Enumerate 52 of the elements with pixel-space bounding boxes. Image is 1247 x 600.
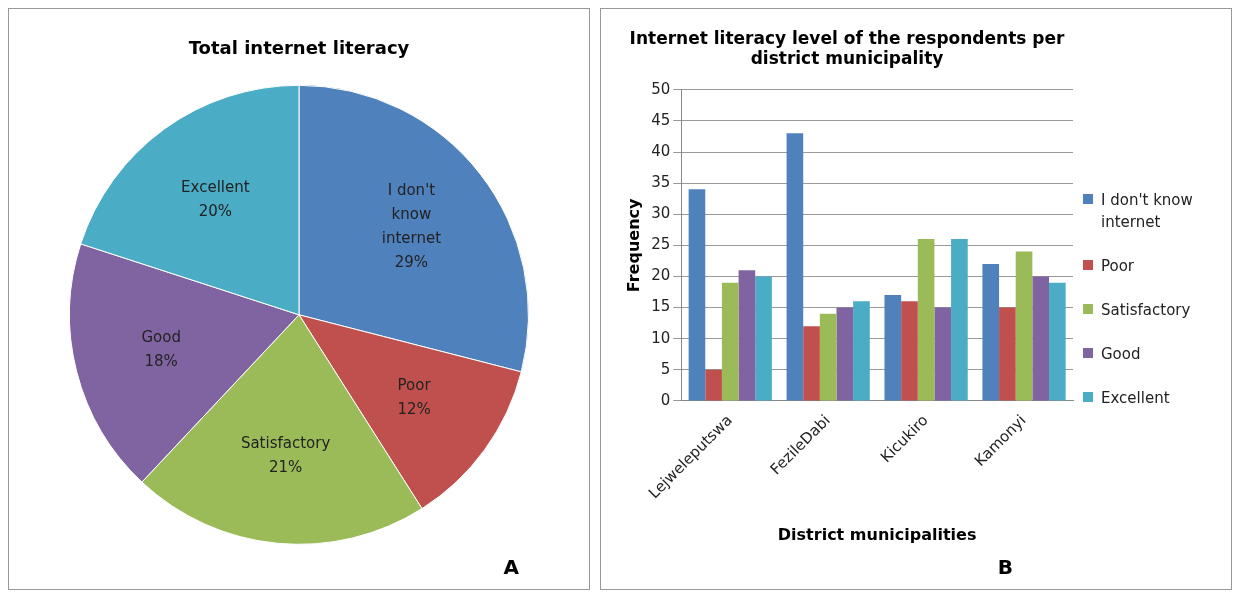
data-label: 29% <box>394 253 429 272</box>
y-tick-label: 0 <box>660 390 671 409</box>
data-label: 20% <box>198 201 233 220</box>
text: A <box>503 555 520 580</box>
text: B <box>997 555 1013 580</box>
bar <box>1015 251 1033 401</box>
y-tick-label: 50 <box>651 79 671 98</box>
bar <box>738 270 756 401</box>
y-tick-label: 15 <box>651 297 671 316</box>
slice-label: Satisfactory <box>240 434 331 453</box>
bar <box>901 301 918 401</box>
bar <box>1049 282 1066 401</box>
data-label: 12% <box>397 400 431 419</box>
legend-label: Satisfactory <box>1101 300 1191 321</box>
bar <box>803 326 820 401</box>
bar <box>721 282 739 401</box>
bar <box>1032 276 1050 401</box>
legend-label: Good <box>1101 344 1141 365</box>
chart-title: Internet literacy level of the respondents per district municipality <box>629 27 1066 69</box>
bar <box>917 239 935 401</box>
bar <box>934 307 952 401</box>
x-axis-title: District municipalities <box>777 524 977 544</box>
y-tick-label: 40 <box>651 141 671 160</box>
chart-title: Total internet literacy <box>188 37 410 59</box>
bar <box>786 133 804 401</box>
slice-label: I don't know internet <box>381 181 442 248</box>
slice-label: Poor <box>397 376 432 395</box>
bar <box>705 369 722 401</box>
y-tick-label: 20 <box>651 266 671 285</box>
y-tick-label: 10 <box>651 328 671 347</box>
y-tick-label: 30 <box>651 204 671 223</box>
y-tick-label: 35 <box>651 173 671 192</box>
bar <box>853 301 870 401</box>
bar <box>999 307 1016 401</box>
slice-label: Good <box>141 328 181 347</box>
y-tick-label: 25 <box>651 235 671 254</box>
y-tick-label: 5 <box>660 359 671 378</box>
y-tick-label: 45 <box>651 110 671 129</box>
bar <box>836 307 854 401</box>
legend-label: Poor <box>1101 256 1135 277</box>
y-axis-title: Frequency <box>623 197 643 293</box>
data-label: 18% <box>144 352 178 371</box>
bar <box>951 239 968 401</box>
legend-label: I don't know internet <box>1101 190 1194 233</box>
bar <box>755 276 772 401</box>
slice-label: Excellent <box>181 177 250 196</box>
bar <box>688 189 706 401</box>
bar <box>982 264 1000 401</box>
legend-label: Excellent <box>1101 388 1170 409</box>
bar <box>819 313 837 401</box>
bar <box>884 295 902 401</box>
data-label: 21% <box>268 458 303 477</box>
